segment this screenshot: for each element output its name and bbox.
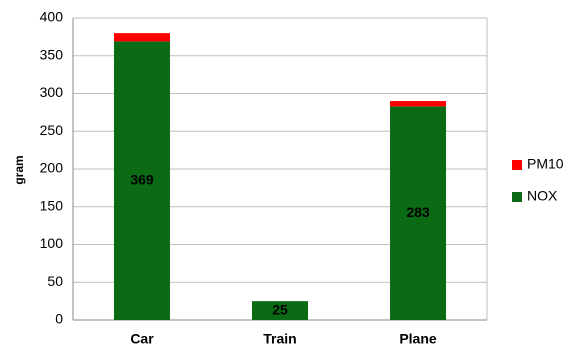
y-tick-label: 0 [55, 311, 63, 327]
legend-swatch [512, 160, 522, 170]
bar-segment [390, 106, 446, 321]
x-tick-label: Train [263, 331, 296, 347]
data-label: 283 [406, 204, 430, 220]
legend-label: PM10 [527, 156, 564, 172]
y-tick-label: 350 [40, 46, 64, 62]
legend-label: NOX [527, 188, 558, 204]
y-tick-label: 150 [40, 197, 64, 213]
data-label: 25 [272, 301, 288, 317]
bar-segment [390, 101, 446, 107]
bar-segment [114, 41, 170, 320]
x-tick-label: Car [130, 331, 154, 347]
y-tick-label: 100 [40, 235, 64, 251]
y-axis-label: gram [12, 155, 26, 184]
bar-segment [114, 33, 170, 42]
data-label: 369 [130, 171, 154, 187]
bar-segment [252, 301, 308, 320]
y-tick-label: 200 [40, 160, 64, 176]
legend-swatch [512, 192, 522, 202]
y-tick-label: 400 [40, 9, 64, 25]
y-tick-label: 300 [40, 84, 64, 100]
y-tick-label: 250 [40, 122, 64, 138]
y-tick-label: 50 [47, 273, 63, 289]
x-tick-label: Plane [399, 331, 437, 347]
